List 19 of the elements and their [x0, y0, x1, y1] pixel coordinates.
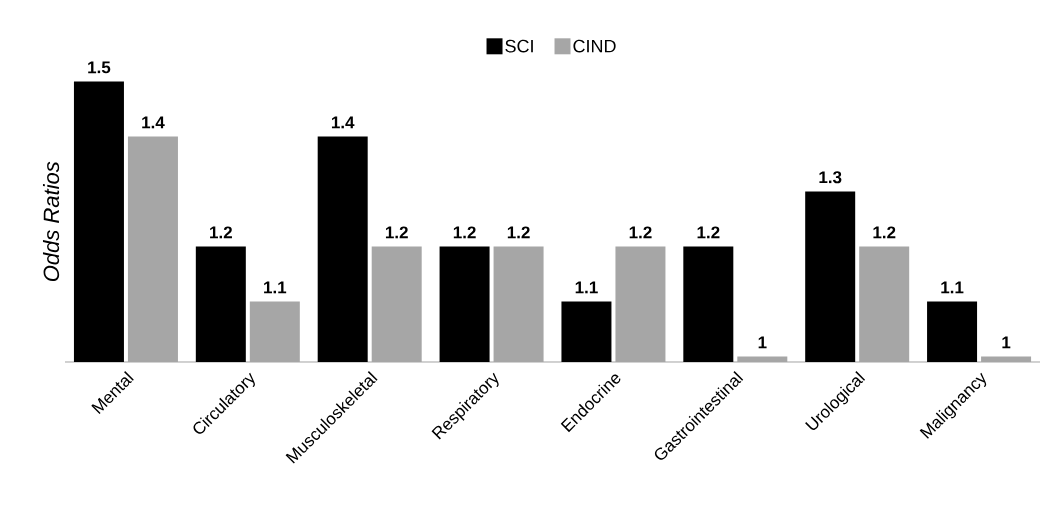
data-label: 1.4	[142, 116, 165, 129]
data-label: 1.1	[575, 281, 598, 294]
data-label: 1.2	[507, 226, 530, 239]
data-label: 1.5	[88, 61, 111, 74]
data-label: 1.4	[331, 116, 355, 129]
legend-label: SCI	[505, 39, 533, 53]
data-label: 1.2	[385, 226, 408, 239]
data-label: 1	[758, 336, 767, 349]
data-label: 1.1	[264, 281, 287, 294]
data-label: 1.2	[629, 226, 652, 239]
data-label: 1.1	[941, 281, 964, 294]
data-label: 1.3	[819, 171, 842, 184]
data-label: 1.2	[453, 226, 476, 239]
data-label: 1.2	[210, 226, 232, 239]
legend-label: CIND	[573, 39, 616, 53]
data-label: 1.2	[697, 226, 720, 239]
data-label: 1.2	[873, 226, 896, 239]
data-label: 1	[1002, 336, 1011, 349]
y-axis-title: Odds Ratios	[42, 161, 60, 282]
